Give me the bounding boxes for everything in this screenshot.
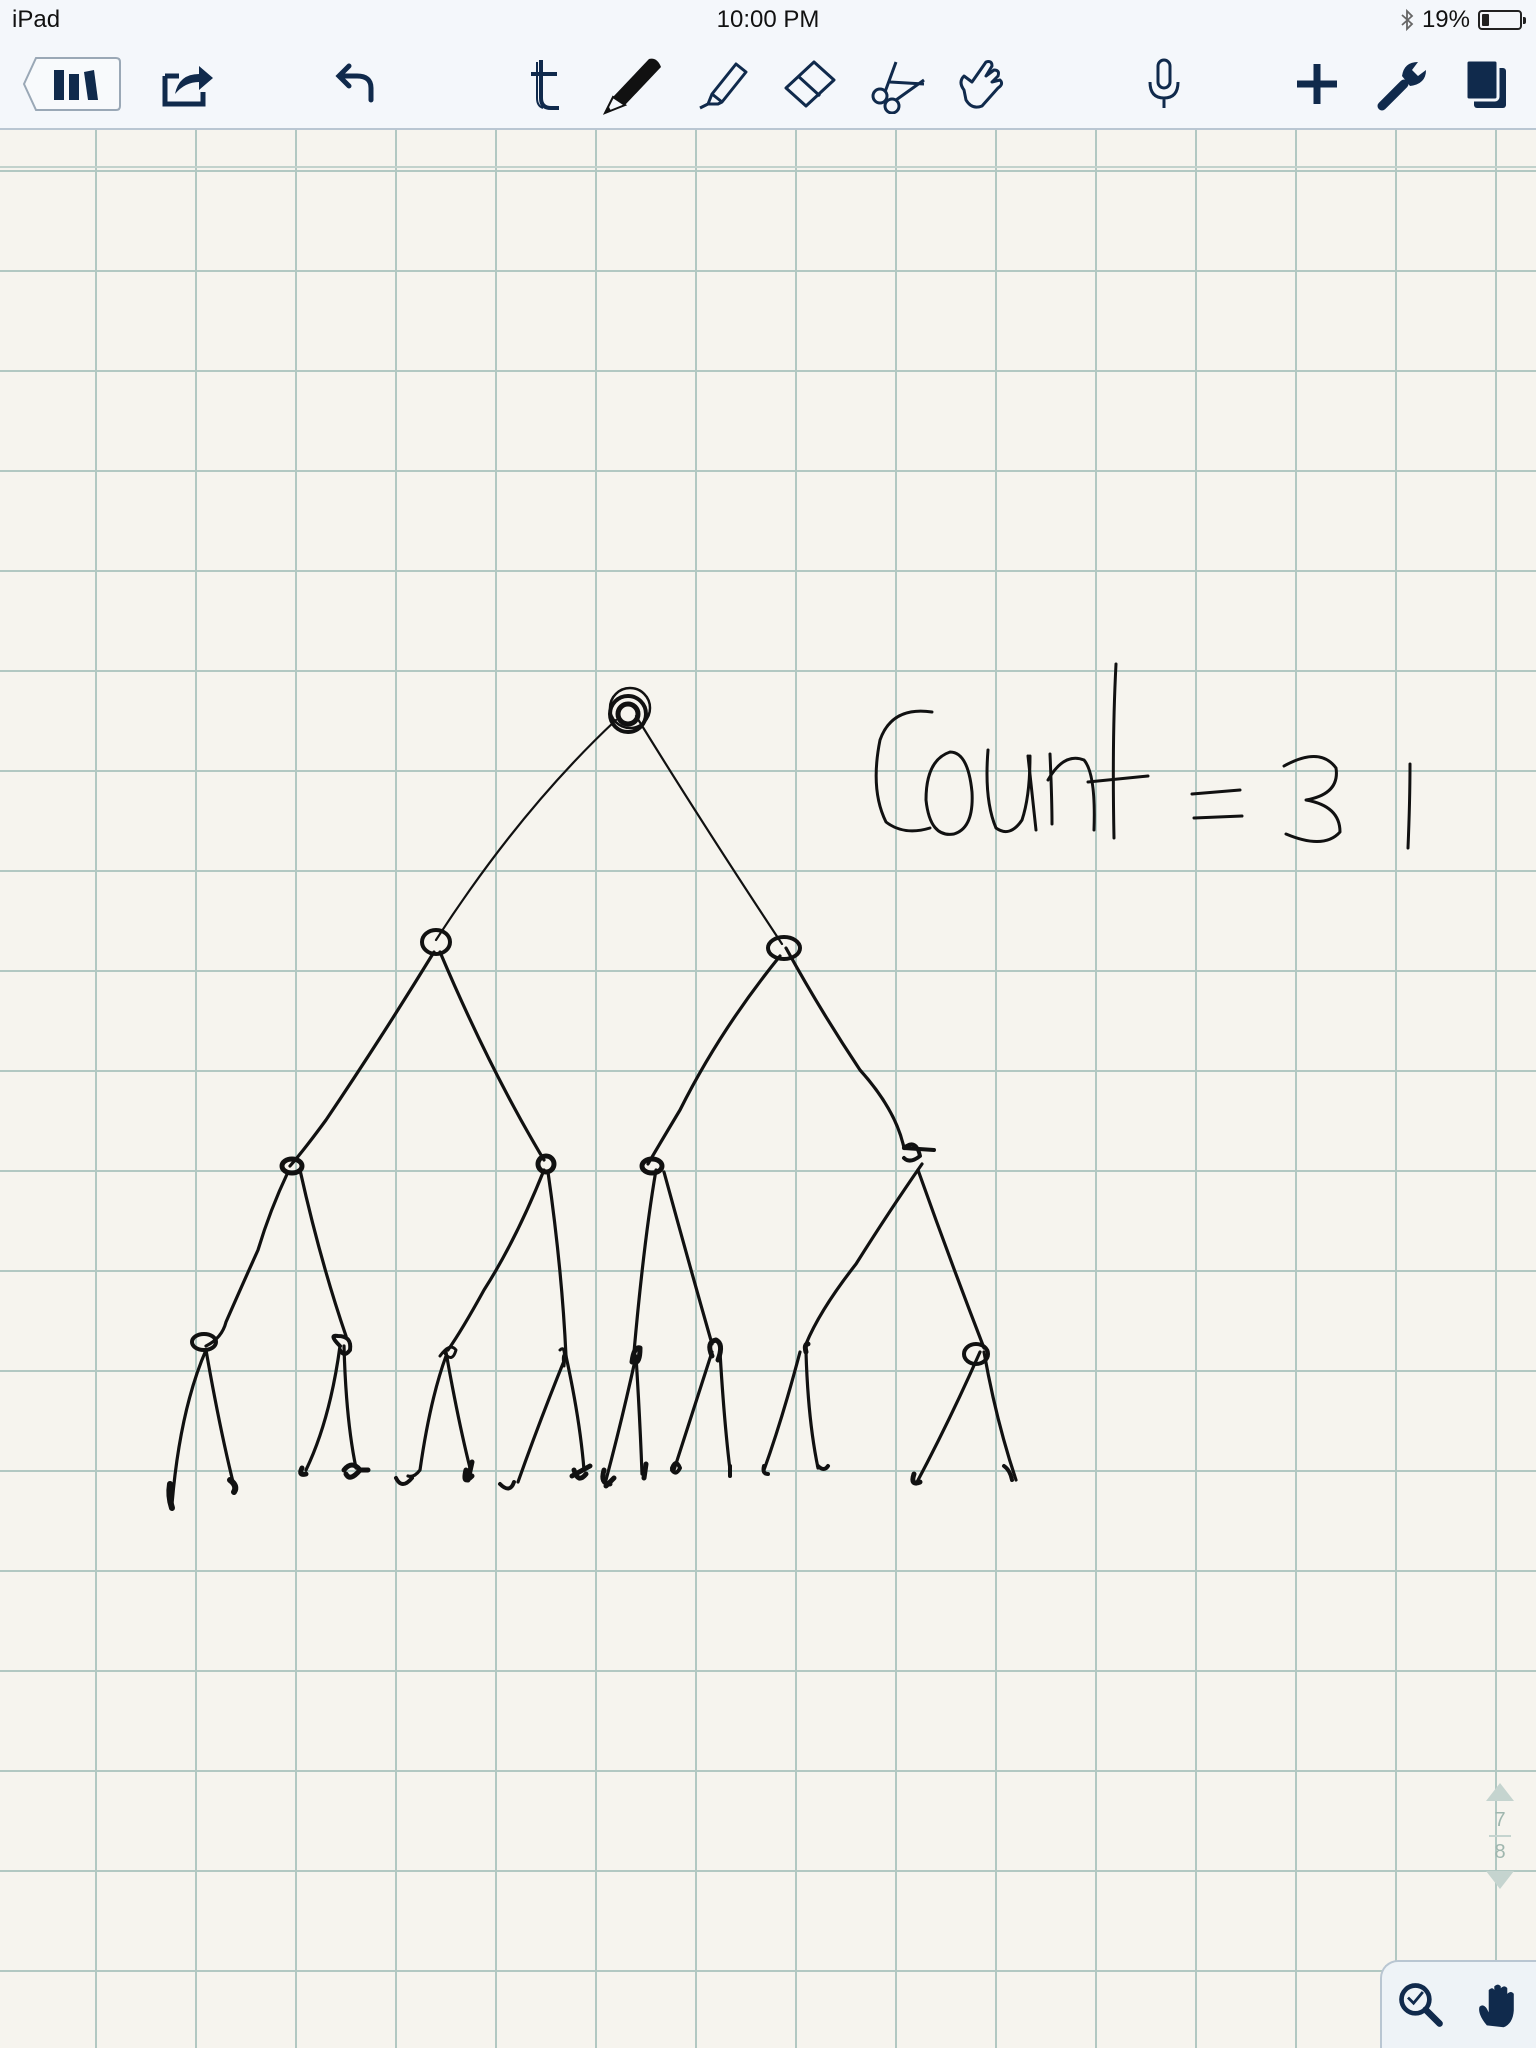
pen-tool-icon: [602, 58, 661, 115]
device-name: iPad: [12, 6, 61, 33]
microphone-button[interactable]: [1132, 52, 1196, 116]
share-icon: [162, 66, 213, 107]
status-bar: iPad 10:00 PM 19%: [0, 0, 1536, 40]
microphone-icon: [1148, 58, 1180, 108]
settings-wrench-icon: [1377, 62, 1426, 111]
text-tool-button[interactable]: [515, 52, 579, 116]
lasso-scissors-icon: [871, 61, 925, 114]
highlighter-tool-icon: [699, 62, 748, 110]
next-page-arrow-icon[interactable]: [1486, 1871, 1514, 1889]
page-number-separator: [1489, 1835, 1511, 1837]
total-pages-number: 8: [1494, 1841, 1506, 1863]
zoom-button[interactable]: [1393, 1977, 1449, 2033]
undo-button[interactable]: [325, 52, 389, 116]
undo-icon: [335, 63, 374, 103]
hand-tool-icon: [1478, 1984, 1514, 2028]
pages-icon: [1464, 58, 1506, 108]
note-canvas[interactable]: [0, 130, 1536, 2048]
library-button[interactable]: [22, 52, 122, 116]
toolbar: [0, 40, 1536, 130]
bottom-tool-panel: [1380, 1960, 1536, 2048]
current-page-number: 7: [1494, 1809, 1506, 1831]
zoom-icon: [1398, 1983, 1443, 2027]
battery-percent: 19%: [1421, 6, 1470, 33]
pointer-hand-icon: [959, 60, 1004, 109]
page-top-rule: [0, 166, 1536, 168]
library-icon: [22, 57, 121, 111]
bluetooth-icon: [1401, 8, 1414, 32]
share-button[interactable]: [155, 52, 219, 116]
eraser-tool-button[interactable]: [778, 52, 842, 116]
highlighter-tool-button[interactable]: [690, 52, 754, 116]
status-time: 10:00 PM: [716, 6, 820, 33]
eraser-tool-icon: [784, 60, 836, 108]
add-button[interactable]: [1285, 52, 1349, 116]
pointer-tool-button[interactable]: [948, 52, 1012, 116]
pages-button[interactable]: [1454, 52, 1518, 116]
pen-tool-button[interactable]: [596, 52, 672, 116]
battery-icon: [1478, 10, 1526, 30]
hand-tool-button[interactable]: [1470, 1977, 1526, 2033]
text-tool-icon: [531, 60, 559, 110]
settings-button[interactable]: [1372, 52, 1436, 116]
add-icon: [1297, 64, 1337, 104]
page-navigator: 7 8: [1476, 1775, 1524, 1915]
lasso-scissors-button[interactable]: [864, 52, 928, 116]
previous-page-arrow-icon[interactable]: [1486, 1783, 1514, 1801]
